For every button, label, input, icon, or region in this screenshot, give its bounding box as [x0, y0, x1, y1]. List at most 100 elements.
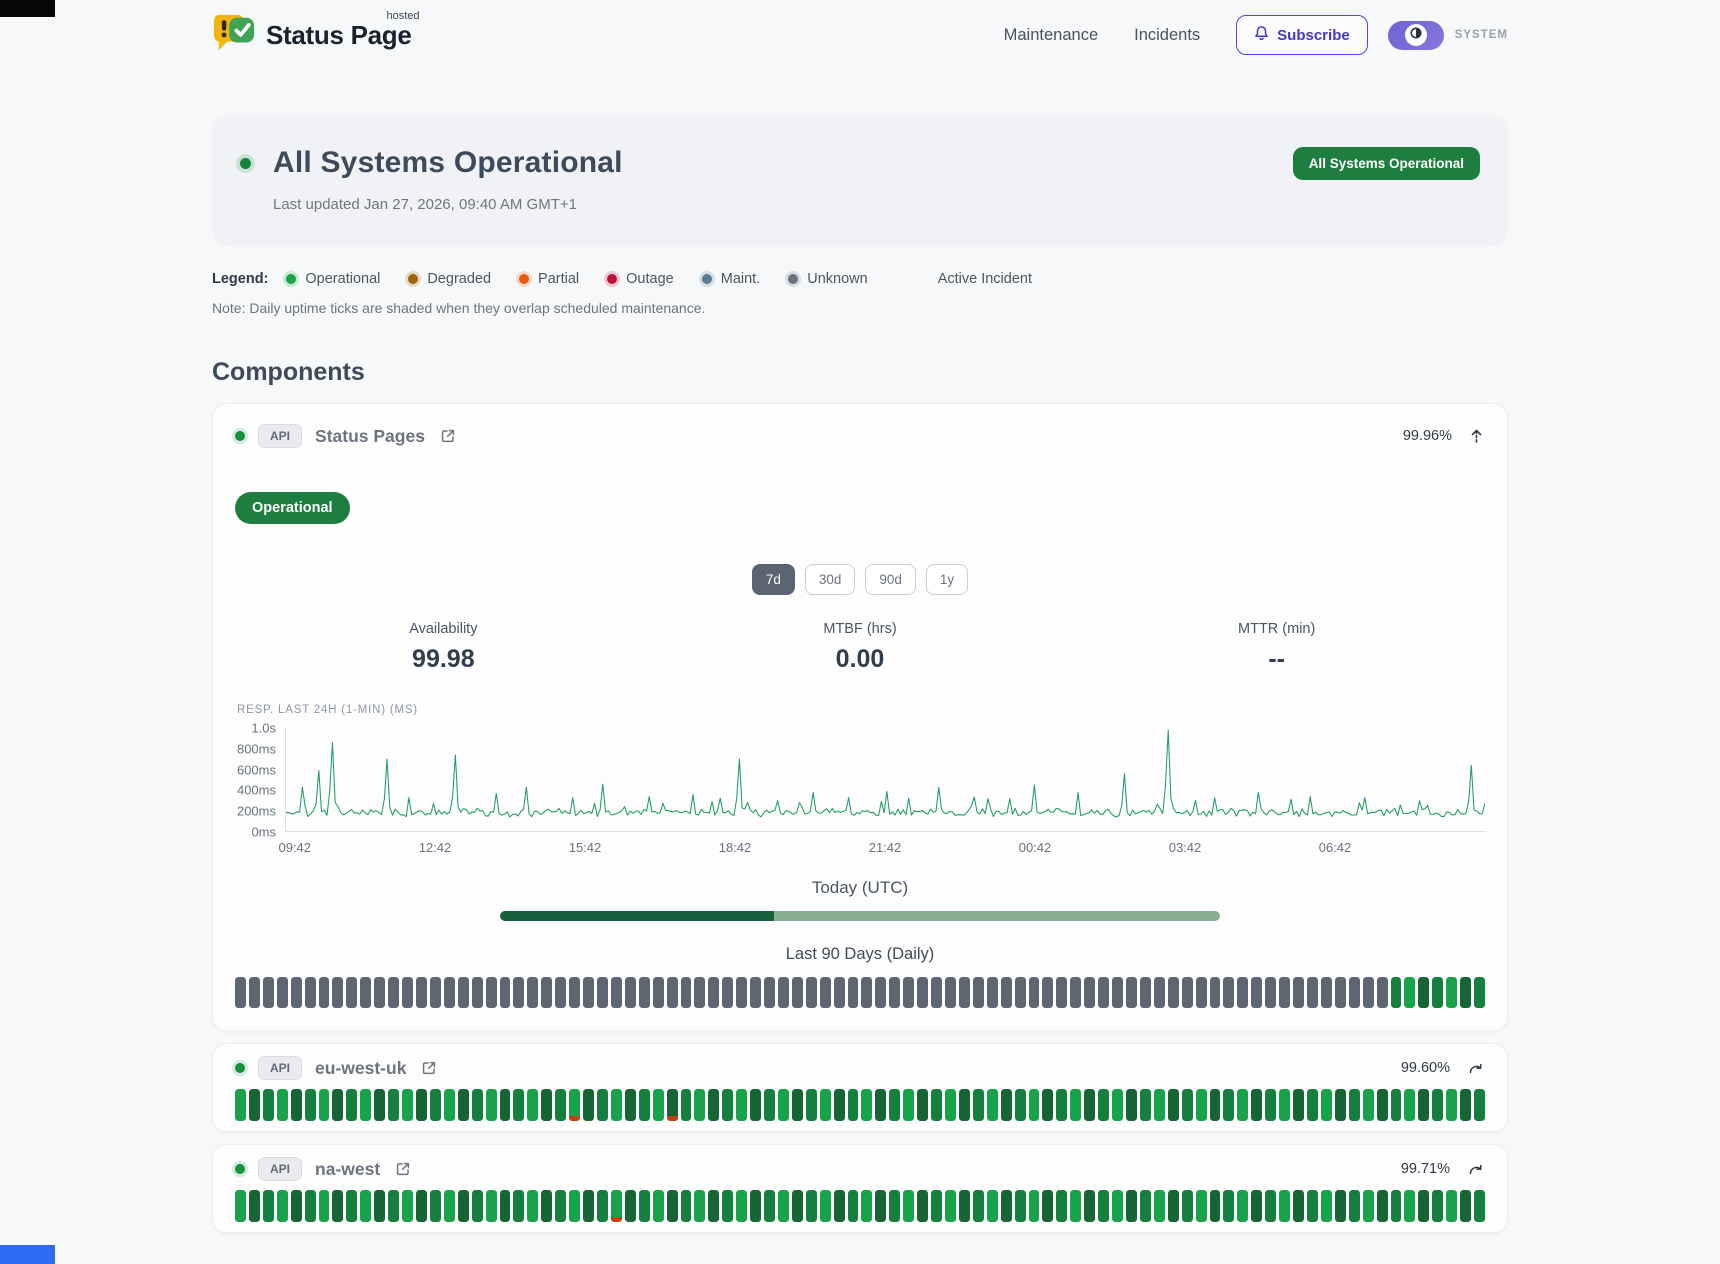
range-button[interactable]: 1y: [925, 564, 969, 595]
day-tick[interactable]: [805, 977, 817, 1008]
day-tick[interactable]: [527, 1190, 539, 1222]
day-tick[interactable]: [1404, 1089, 1416, 1121]
day-tick[interactable]: [610, 1190, 622, 1222]
day-tick[interactable]: [304, 1089, 316, 1121]
day-tick[interactable]: [1306, 1190, 1318, 1222]
day-tick[interactable]: [945, 977, 956, 1008]
day-tick[interactable]: [861, 1089, 873, 1121]
day-tick[interactable]: [1223, 1190, 1235, 1222]
day-tick[interactable]: [764, 1089, 775, 1121]
day-tick[interactable]: [1195, 1190, 1207, 1222]
day-tick[interactable]: [1042, 1089, 1054, 1121]
day-tick[interactable]: [903, 1190, 915, 1222]
range-button[interactable]: 7d: [751, 564, 795, 595]
day-tick[interactable]: [694, 1190, 706, 1222]
day-tick[interactable]: [471, 1089, 483, 1121]
day-tick[interactable]: [750, 1089, 762, 1121]
day-tick[interactable]: [318, 1190, 330, 1222]
day-tick[interactable]: [485, 977, 497, 1008]
day-tick[interactable]: [1265, 977, 1277, 1008]
day-tick[interactable]: [262, 1190, 274, 1222]
day-tick[interactable]: [1237, 1089, 1249, 1121]
day-tick[interactable]: [290, 1190, 302, 1222]
day-tick[interactable]: [736, 1190, 748, 1222]
day-tick[interactable]: [1028, 1089, 1040, 1121]
day-tick[interactable]: [1000, 1089, 1012, 1121]
day-tick[interactable]: [903, 977, 915, 1008]
expand-button[interactable]: [1466, 1161, 1485, 1178]
day-tick[interactable]: [610, 1089, 622, 1121]
day-tick[interactable]: [1139, 977, 1151, 1008]
day-tick[interactable]: [1070, 1190, 1082, 1222]
day-tick[interactable]: [1446, 1190, 1458, 1222]
day-tick[interactable]: [1042, 977, 1054, 1008]
day-tick[interactable]: [1376, 1190, 1388, 1222]
day-tick[interactable]: [1056, 1089, 1068, 1121]
day-tick[interactable]: [1418, 977, 1430, 1008]
day-tick[interactable]: [652, 1089, 664, 1121]
day-tick[interactable]: [986, 977, 998, 1008]
day-tick[interactable]: [541, 977, 553, 1008]
day-tick[interactable]: [1279, 977, 1291, 1008]
theme-toggle[interactable]: [1387, 20, 1444, 50]
day-tick[interactable]: [1376, 1089, 1388, 1121]
day-tick[interactable]: [1237, 1190, 1249, 1222]
day-tick[interactable]: [499, 977, 511, 1008]
day-tick[interactable]: [248, 1190, 260, 1222]
day-tick[interactable]: [541, 1190, 553, 1222]
day-tick[interactable]: [1348, 977, 1360, 1008]
day-tick[interactable]: [1167, 977, 1179, 1008]
day-tick[interactable]: [833, 977, 845, 1008]
day-tick[interactable]: [1237, 977, 1249, 1008]
day-tick[interactable]: [415, 1089, 427, 1121]
day-tick[interactable]: [248, 1089, 260, 1121]
day-tick[interactable]: [1334, 1089, 1346, 1121]
day-tick[interactable]: [1223, 977, 1235, 1008]
day-tick[interactable]: [1279, 1190, 1291, 1222]
day-tick[interactable]: [1362, 1089, 1374, 1121]
day-tick[interactable]: [777, 1190, 789, 1222]
day-tick[interactable]: [1070, 1089, 1082, 1121]
day-tick[interactable]: [722, 1190, 734, 1222]
day-tick[interactable]: [694, 977, 706, 1008]
day-tick[interactable]: [1293, 977, 1304, 1008]
day-tick[interactable]: [1000, 977, 1012, 1008]
day-tick[interactable]: [1098, 1089, 1110, 1121]
day-tick[interactable]: [429, 1190, 441, 1222]
day-tick[interactable]: [708, 977, 720, 1008]
day-tick[interactable]: [1474, 1190, 1485, 1222]
day-tick[interactable]: [1348, 1190, 1360, 1222]
day-tick[interactable]: [569, 1089, 581, 1121]
day-tick[interactable]: [847, 1089, 859, 1121]
day-tick[interactable]: [1320, 1089, 1332, 1121]
day-tick[interactable]: [318, 977, 330, 1008]
day-tick[interactable]: [402, 977, 413, 1008]
day-tick[interactable]: [680, 1089, 692, 1121]
day-tick[interactable]: [1014, 1089, 1026, 1121]
day-tick[interactable]: [262, 1089, 274, 1121]
external-link-icon[interactable]: [393, 1159, 413, 1179]
day-tick[interactable]: [262, 977, 274, 1008]
day-tick[interactable]: [1306, 1089, 1318, 1121]
day-tick[interactable]: [290, 1089, 302, 1121]
day-tick[interactable]: [276, 1190, 288, 1222]
day-tick[interactable]: [374, 1190, 386, 1222]
day-tick[interactable]: [415, 977, 427, 1008]
day-tick[interactable]: [569, 1190, 581, 1222]
day-tick[interactable]: [402, 1089, 413, 1121]
day-tick[interactable]: [332, 1190, 344, 1222]
day-tick[interactable]: [1126, 1190, 1137, 1222]
day-tick[interactable]: [819, 1190, 831, 1222]
day-tick[interactable]: [1265, 1089, 1277, 1121]
day-tick[interactable]: [986, 1190, 998, 1222]
day-tick[interactable]: [750, 977, 762, 1008]
day-tick[interactable]: [624, 1190, 636, 1222]
day-tick[interactable]: [917, 1089, 929, 1121]
day-tick[interactable]: [1195, 977, 1207, 1008]
day-tick[interactable]: [972, 1190, 984, 1222]
day-tick[interactable]: [875, 1190, 887, 1222]
day-tick[interactable]: [931, 1089, 943, 1121]
day-tick[interactable]: [972, 1089, 984, 1121]
day-tick[interactable]: [485, 1190, 497, 1222]
day-tick[interactable]: [638, 1089, 650, 1121]
